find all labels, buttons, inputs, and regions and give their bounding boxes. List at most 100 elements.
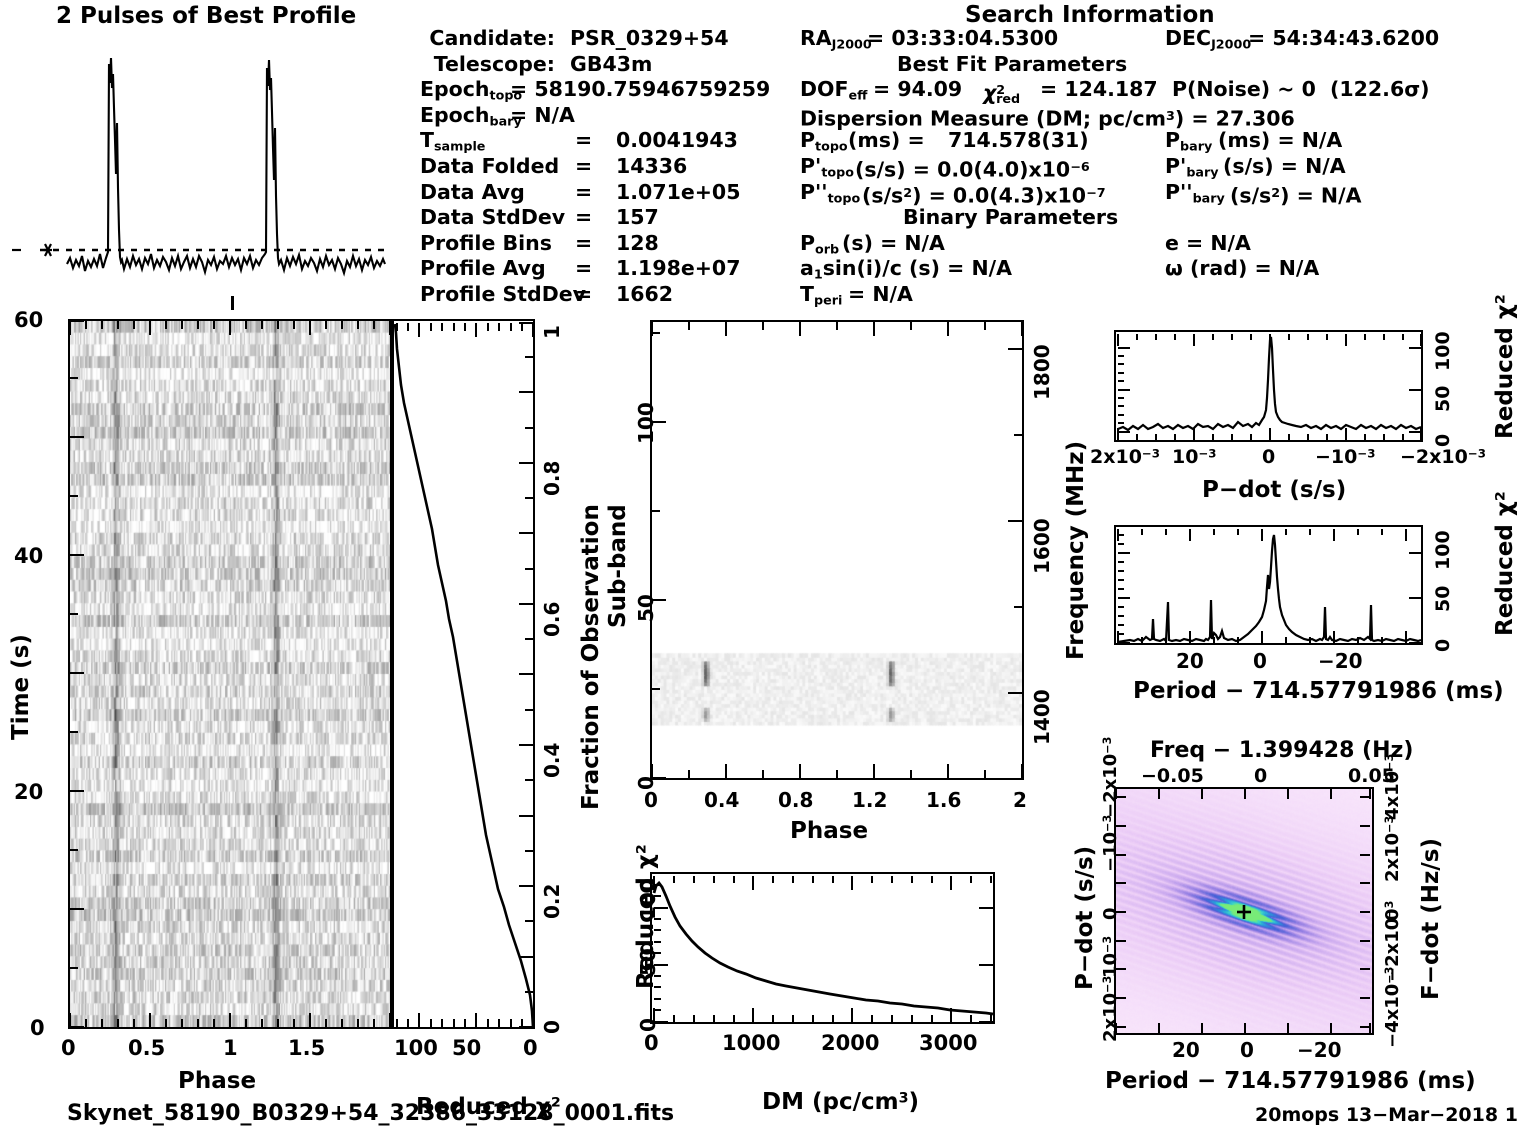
freq-top-tick-0: 0 xyxy=(1254,765,1268,787)
candidate-info-value: 14336 xyxy=(616,153,688,178)
subband-phase-tick-04: 0.4 xyxy=(704,788,740,812)
candidate-info-value: 128 xyxy=(616,230,659,255)
phase-tick-05: 0.5 xyxy=(128,1036,166,1060)
candidate-info-label: Profile Bins xyxy=(420,230,552,255)
epoch-topo-value: = 58190.75946759259 xyxy=(510,77,771,102)
fraction-axis-label: Fraction of Observation xyxy=(578,504,604,810)
dm-tick-0: 0 xyxy=(644,1031,659,1055)
fraction-tick-1: 1 xyxy=(540,325,564,339)
freq-tick-1400: 1400 xyxy=(1030,689,1054,745)
ppdot-right-tick-p2e3: 2x10−3 xyxy=(1382,815,1403,882)
ppdot-bottom-axis-label: Period − 714.57791986 (ms) xyxy=(1105,1068,1476,1094)
ppdot-bottom-tick-20: 20 xyxy=(1172,1038,1200,1062)
ppdot-left-tick-m2e3: −2x10−3 xyxy=(1100,736,1121,818)
dispersion-measure: Dispersion Measure (DM; pc/cm3) = 27.306 xyxy=(800,106,1295,131)
candidate-info-label: Data Avg xyxy=(420,179,525,204)
fraction-tick-06: 0.6 xyxy=(540,601,564,637)
pdot-tick-p1e3: 10−3 xyxy=(1172,446,1217,468)
freq-top-tick-m005: −0.05 xyxy=(1141,765,1204,787)
chi2red-value: = 124.187 xyxy=(1040,77,1158,102)
pdot-topo-value: (s/s) = 0.0(4.0)x10−6 xyxy=(855,157,1090,182)
pdotchi2-tick-50: 50 xyxy=(1432,385,1454,412)
best-fit-cross-marker xyxy=(1237,905,1251,919)
phase-axis-label: Phase xyxy=(178,1068,257,1094)
p-topo-units: (ms) = xyxy=(848,128,925,153)
ppdot-right-axis-label: F−dot (Hz/s) xyxy=(1418,838,1444,1000)
pdotchi2-tick-0: 0 xyxy=(1432,433,1454,447)
freq-top-tick-005: 0.05 xyxy=(1348,765,1395,787)
pdot-tick-0: 0 xyxy=(1262,446,1276,468)
cumulative-chi2-trace xyxy=(394,323,535,1028)
freq-top-axis-label: Freq − 1.399428 (Hz) xyxy=(1150,738,1414,763)
fraction-tick-04: 0.4 xyxy=(540,742,564,778)
candidate-info-eq: = xyxy=(575,128,593,153)
subband-phase-tick-0: 0 xyxy=(644,788,658,812)
dm-chi2-svg xyxy=(652,876,994,1023)
pdot-chi2-svg xyxy=(1117,334,1422,440)
timestamp-footer: 20mops 13−Mar−2018 14:15 xyxy=(1255,1104,1517,1126)
candidate-info-value: 0.0041943 xyxy=(616,128,738,153)
tperi-value: = N/A xyxy=(848,281,913,306)
fraction-tick-0: 0 xyxy=(540,1020,564,1034)
pdot-tick-m2e3: −2x10−3 xyxy=(1400,446,1486,468)
pdot-bary-label: P'bary xyxy=(1165,153,1219,180)
best-profile-chart xyxy=(0,28,400,293)
time-vs-phase-plot xyxy=(68,319,392,1029)
ra-label: RAJ2000 xyxy=(800,26,872,52)
cumchi2-tick-50: 50 xyxy=(452,1036,482,1060)
time-axis-label: Time (s) xyxy=(8,634,34,740)
sigma-value: (122.6σ) xyxy=(1330,77,1430,102)
subband-phase-tick-2: 2 xyxy=(1013,788,1027,812)
dm-tick-2000: 2000 xyxy=(821,1031,880,1055)
periodchi2-tick-0: 0 xyxy=(1432,638,1454,652)
porb-label: Porb xyxy=(800,230,840,257)
asini-value: a1sin(i)/c (s) = N/A xyxy=(800,256,1012,282)
pddot-bary-label: P''bary xyxy=(1165,179,1225,206)
candidate-info-value: 1.071e+05 xyxy=(616,179,741,204)
ppdot-right-tick-0: 0 xyxy=(1382,908,1403,921)
cumulative-chi2-plot xyxy=(392,319,535,1029)
period-chi2-ticks xyxy=(1117,529,1421,644)
subband-axis-label: Sub-band xyxy=(605,504,631,628)
dm-axis-label: DM (pc/cm3) xyxy=(762,1089,920,1115)
ppdot-left-tick-p2e3: 2x10−3 xyxy=(1100,975,1121,1042)
cumulative-chi2-ticks xyxy=(396,322,534,1028)
dmchi2-axis-label: Reduced χ² xyxy=(633,844,659,989)
epoch-bary-label: Epochbary xyxy=(420,102,522,129)
subband-ticks xyxy=(651,322,1023,779)
tperi-label: Tperi xyxy=(800,281,843,308)
subband-canvas xyxy=(652,322,1022,778)
pnoise-value: P(Noise) ~ 0 xyxy=(1172,77,1316,102)
periodchi2-tick-100: 100 xyxy=(1432,530,1454,570)
cumchi2-tick-100: 100 xyxy=(394,1036,438,1060)
dec-value: = 54:34:43.6200 xyxy=(1248,26,1440,50)
dec-label: DECJ2000 xyxy=(1165,26,1252,52)
candidate-info-label: Data StdDev xyxy=(420,205,566,230)
p-bary-label: Pbary xyxy=(1165,128,1213,154)
time-vs-phase-ticks xyxy=(69,320,391,1028)
best-fit-title: Best Fit Parameters xyxy=(897,51,1128,76)
ppdot-left-tick-0: 0 xyxy=(1100,907,1121,920)
subband-phase-tick-16: 1.6 xyxy=(926,788,962,812)
period-chi2-svg xyxy=(1117,529,1422,644)
fraction-tick-02: 0.2 xyxy=(540,883,564,919)
period-pdot-ticks xyxy=(1115,789,1371,1033)
cumchi2-axis-label: Reduced χ² xyxy=(416,1094,561,1120)
telescope-label: Telescope: xyxy=(433,51,555,76)
profile-plot-title: 2 Pulses of Best Profile xyxy=(56,3,357,29)
period-pdot-plane-plot xyxy=(1114,787,1374,1035)
pdot-axis-label: P−dot (s/s) xyxy=(1202,477,1347,503)
candidate-info-eq: = xyxy=(575,230,593,255)
ppdot-left-axis-label: P−dot (s/s) xyxy=(1072,845,1098,990)
ppdot-bottom-tick-m20: −20 xyxy=(1297,1038,1342,1062)
time-vs-phase-canvas xyxy=(70,321,390,1027)
pdot-chi2-plot xyxy=(1114,330,1423,442)
candidate-info-label: Profile StdDev xyxy=(420,281,587,306)
subband-tick-50: 50 xyxy=(634,594,658,622)
cumchi2-tick-0: 0 xyxy=(523,1036,538,1060)
ra-value: = 03:33:04.5300 xyxy=(867,26,1059,50)
subband-phase-tick-12: 1.2 xyxy=(852,788,888,812)
pdot-topo-label: P'topo xyxy=(800,153,854,180)
candidate-info-value: 157 xyxy=(616,205,659,230)
pdotchi2-axis-label: Reduced χ² xyxy=(1492,294,1517,439)
